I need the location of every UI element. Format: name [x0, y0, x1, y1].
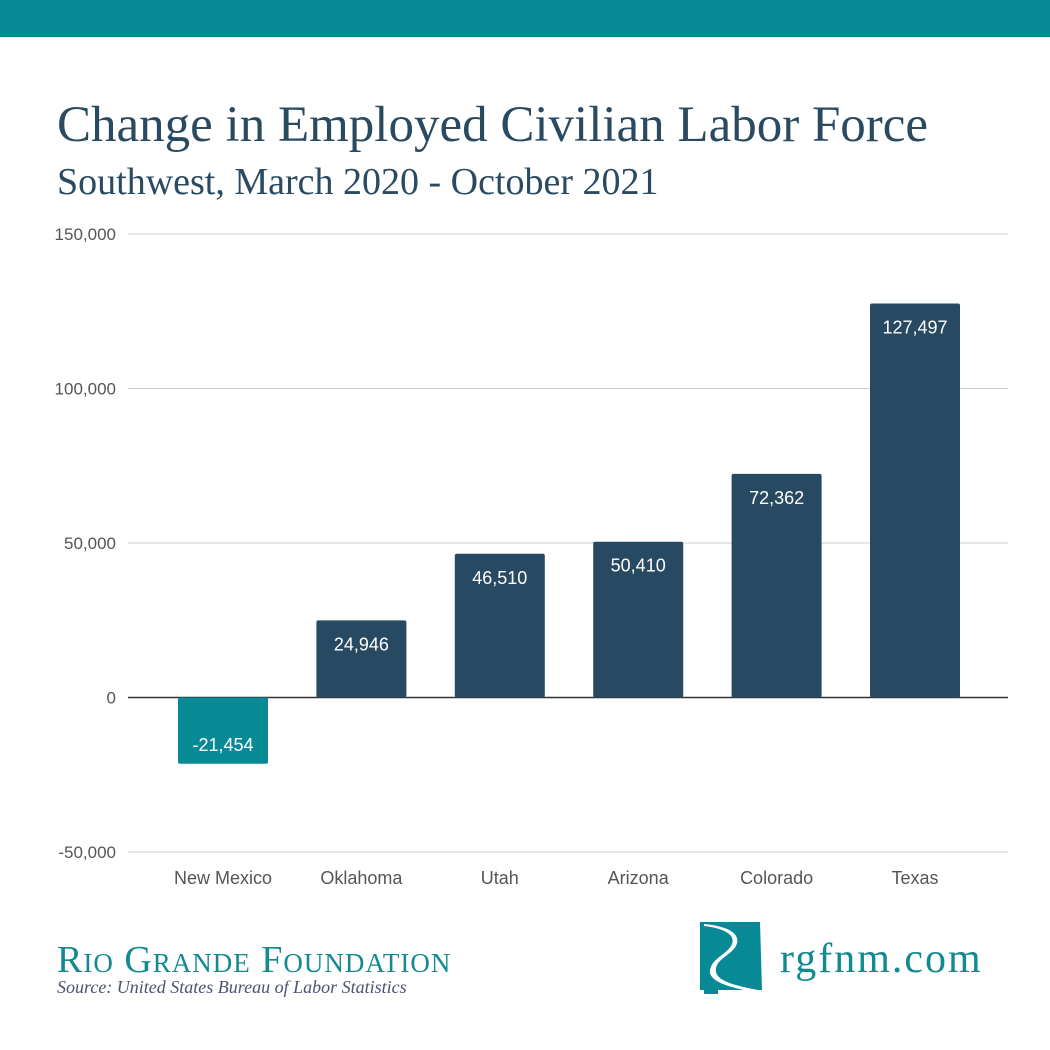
x-tick-label: Texas [891, 868, 938, 888]
website-link[interactable]: rgfnm.com [780, 936, 983, 982]
bar [178, 697, 268, 764]
x-tick-label: Utah [481, 868, 519, 888]
chart-title: Change in Employed Civilian Labor Force [57, 97, 929, 153]
data-label: 50,410 [611, 556, 666, 576]
y-tick-label: -50,000 [58, 843, 116, 862]
bar [454, 553, 545, 698]
chart-subtitle: Southwest, March 2020 - October 2021 [57, 161, 659, 203]
bar [316, 620, 407, 698]
bar [731, 473, 822, 698]
bar [870, 303, 960, 698]
data-label: 72,362 [749, 488, 804, 508]
y-tick-label: 0 [107, 689, 116, 708]
new-mexico-river-logo-icon [700, 922, 762, 994]
data-label: 127,497 [882, 318, 947, 338]
data-label: 46,510 [472, 568, 527, 588]
data-label: -21,454 [192, 735, 253, 755]
x-tick-label: Arizona [608, 868, 670, 888]
source-note: Source: United States Bureau of Labor St… [57, 977, 407, 997]
y-tick-label: 50,000 [64, 534, 116, 553]
brand-name: Rio Grande Foundation [57, 939, 452, 981]
bar [593, 541, 684, 698]
x-tick-label: New Mexico [174, 868, 272, 888]
x-tick-label: Colorado [740, 868, 813, 888]
y-tick-label: 100,000 [55, 380, 116, 399]
y-tick-label: 150,000 [55, 225, 116, 244]
data-label: 24,946 [334, 634, 389, 654]
x-tick-label: Oklahoma [320, 868, 403, 888]
top-accent-bar [0, 0, 1050, 37]
